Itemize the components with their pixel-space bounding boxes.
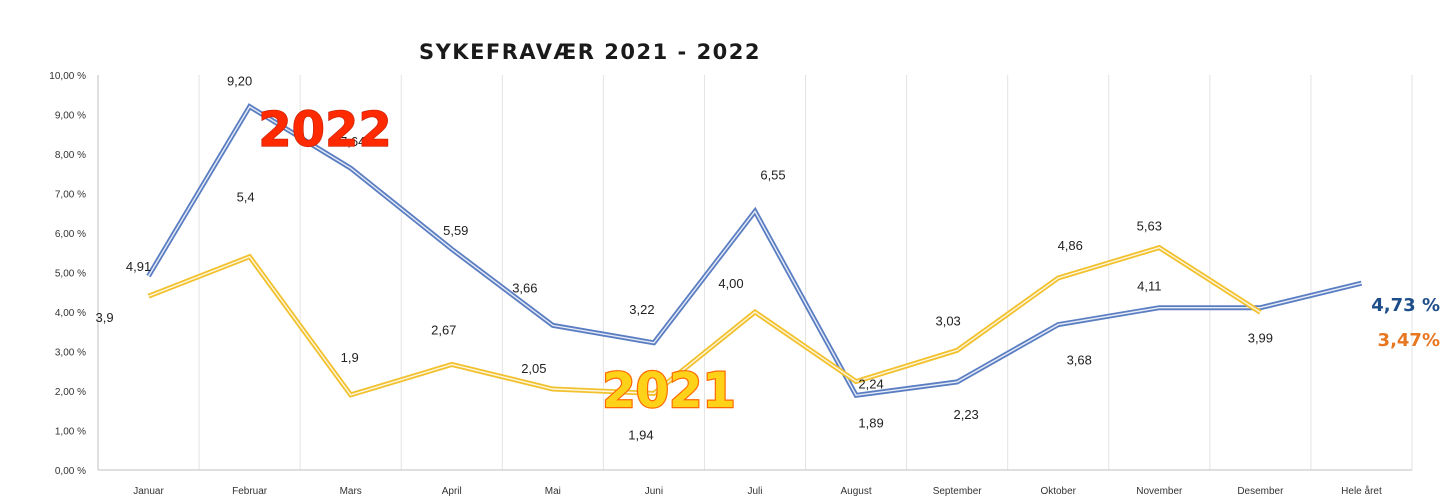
data-label-2021: 1,9 (341, 350, 359, 365)
chart-title: SYKEFRAVÆR 2021 - 2022 (419, 40, 761, 64)
data-label-2022: 1,89 (858, 415, 883, 430)
data-label-2021: 2,24 (858, 377, 883, 392)
data-label-2022: 2,23 (953, 407, 978, 422)
data-label-2022: 6,55 (760, 167, 785, 182)
x-tick-label: September (933, 486, 983, 497)
y-tick-label: 9,00 % (55, 111, 86, 122)
x-tick-label: Oktober (1040, 486, 1076, 497)
data-label-2021: 5,63 (1137, 219, 1162, 234)
y-tick-label: 6,00 % (55, 229, 86, 240)
x-tick-label: Desember (1237, 486, 1284, 497)
year-2021-callout: 2021 (602, 363, 736, 419)
x-tick-label: Februar (232, 486, 268, 497)
total-2021-label: 3,47% (1378, 330, 1440, 351)
x-tick-label: August (841, 486, 872, 497)
y-tick-label: 3,00 % (55, 348, 86, 359)
data-label-2022: 3,22 (629, 302, 654, 317)
x-tick-label: Mars (340, 486, 362, 497)
data-label-2022: 3,68 (1067, 353, 1092, 368)
x-tick-label: Mai (545, 486, 561, 497)
data-label-2021: 3,99 (1248, 330, 1273, 345)
x-tick-label: Januar (133, 486, 164, 497)
data-label-2021: 2,67 (431, 323, 456, 338)
series-line-highlight-2022 (147, 105, 1362, 397)
x-tick-label: Hele året (1341, 485, 1382, 497)
series-lines (146, 103, 1363, 399)
x-tick-label: April (442, 486, 462, 497)
y-tick-label: 8,00 % (55, 150, 86, 161)
data-label-2021: 4,86 (1058, 238, 1083, 253)
data-label-2022: 3,66 (512, 280, 537, 295)
total-2022-label: 4,73 % (1371, 295, 1440, 316)
data-label-2022: 9,20 (227, 74, 252, 89)
data-label-2021: 4,00 (718, 276, 743, 291)
y-tick-label: 7,00 % (55, 190, 86, 201)
series-line-highlight-2021 (148, 246, 1261, 396)
x-tick-label: Juni (645, 486, 663, 497)
data-labels: 4,91 9,20 7,64 5,59 3,66 3,22 6,55 1,89 2,23 3,68… (95, 74, 1273, 443)
y-tick-label: 4,00 % (55, 308, 86, 319)
y-tick-label: 1,00 % (55, 427, 86, 438)
x-tick-label: November (1136, 486, 1183, 497)
y-tick-label: 0,00 % (55, 466, 86, 477)
data-label-2022: 7,64 (340, 134, 365, 149)
data-label-2021: 3,9 (95, 310, 113, 325)
data-label-2022: 4,11 (1137, 279, 1161, 294)
data-label-2021: 2,05 (521, 361, 546, 376)
y-tick-label: 2,00 % (55, 387, 86, 398)
x-tick-label: Juli (747, 486, 762, 497)
y-tick-label: 10,00 % (49, 71, 86, 82)
year-2022-callout: 2022 (258, 102, 392, 158)
data-label-2021: 3,03 (935, 313, 960, 328)
axes: 0,00 % 1,00 % 2,00 % 3,00 % 4,00 % 5,00 % 6,00… (49, 71, 1412, 497)
grid-lines (97, 75, 1413, 470)
data-label-2022: 5,59 (443, 223, 468, 238)
y-tick-label: 5,00 % (55, 269, 86, 280)
data-label-2021: 1,94 (628, 427, 653, 442)
data-label-2021: 5,4 (237, 190, 255, 205)
data-label-2022: 4,91 (126, 259, 151, 274)
